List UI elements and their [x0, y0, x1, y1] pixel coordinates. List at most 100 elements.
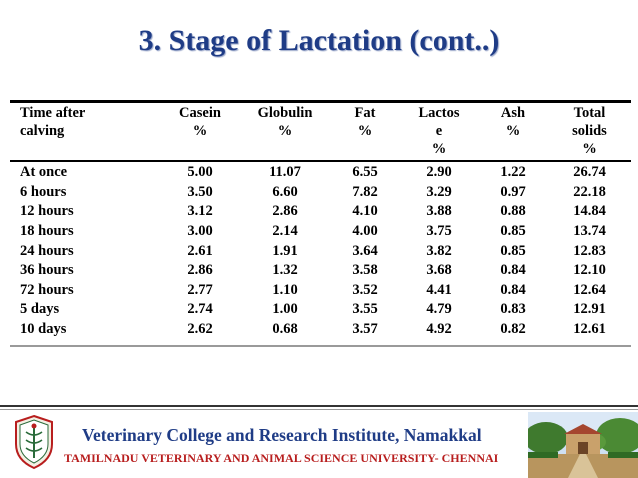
value-cell: 3.00 [187, 223, 213, 240]
value-cell: 4.92 [426, 321, 452, 338]
column-header-line: Lactos [418, 105, 460, 121]
value-cell: 12.64 [573, 281, 606, 298]
table-row: 6 hours 3.50 6.60 7.82 3.29 0.97 22.18 [10, 183, 631, 203]
value-cell: 4.00 [352, 223, 378, 240]
column-header-line: % [357, 123, 373, 139]
time-cell: 6 hours [20, 183, 67, 200]
value-cell: 0.85 [500, 242, 526, 259]
lactation-table: Time after calving Casein% Globulin% Fat% Lac… [10, 104, 631, 339]
column-header-line: Fat [354, 105, 376, 121]
value-cell: 3.57 [352, 321, 378, 338]
table-row: 72 hours 2.77 1.10 3.52 4.41 0.84 12.64 [10, 281, 631, 301]
value-cell: 0.84 [500, 262, 526, 279]
slide-title: 3. Stage of Lactation (cont..) [138, 24, 500, 57]
column-header: Globulin% [240, 104, 330, 160]
column-header-line: solids [572, 123, 607, 139]
time-cell: 36 hours [20, 262, 74, 279]
column-header-line: % [582, 141, 597, 157]
value-cell: 2.62 [187, 321, 213, 338]
institute-name: Veterinary College and Research Institut… [82, 425, 482, 445]
table-header-rule [10, 160, 631, 162]
value-cell: 2.86 [187, 262, 213, 279]
value-cell: 3.64 [352, 242, 378, 259]
value-cell: 12.61 [573, 321, 606, 338]
footer-divider-thin [0, 409, 638, 410]
university-name: TAMILNADU VETERINARY AND ANIMAL SCIENCE … [64, 451, 499, 465]
value-cell: 1.91 [272, 242, 298, 259]
value-cell: 1.10 [272, 281, 298, 298]
value-cell: 3.29 [426, 183, 452, 200]
time-cell: 24 hours [20, 242, 74, 259]
value-cell: 2.74 [187, 301, 213, 318]
value-cell: 3.82 [426, 242, 452, 259]
value-cell: 0.97 [500, 183, 526, 200]
value-cell: 2.14 [272, 223, 298, 240]
time-cell: At once [20, 164, 68, 181]
column-header-line: % [277, 123, 293, 139]
value-cell: 1.00 [272, 301, 298, 318]
table-row: 10 days 2.62 0.68 3.57 4.92 0.82 12.61 [10, 320, 631, 340]
table-bottom-rule [10, 345, 631, 347]
value-cell: 11.07 [269, 164, 301, 181]
table-header-row: Time after calving Casein% Globulin% Fat% Lac… [10, 104, 631, 160]
time-cell: 10 days [20, 321, 67, 338]
table-row: At once 5.00 11.07 6.55 2.90 1.22 26.74 [10, 160, 631, 183]
value-cell: 4.79 [426, 301, 452, 318]
value-cell: 3.68 [426, 262, 452, 279]
column-header-line: calving [20, 123, 65, 139]
table-row: 36 hours 2.86 1.32 3.58 3.68 0.84 12.10 [10, 261, 631, 281]
value-cell: 3.88 [426, 203, 452, 220]
table-row: 24 hours 2.61 1.91 3.64 3.82 0.85 12.83 [10, 241, 631, 261]
value-cell: 2.61 [187, 242, 213, 259]
time-cell: 18 hours [20, 223, 74, 240]
value-cell: 2.77 [187, 281, 213, 298]
column-header-line: Total [573, 105, 606, 121]
value-cell: 3.75 [426, 223, 452, 240]
campus-photo [528, 412, 638, 478]
value-cell: 0.84 [500, 281, 526, 298]
value-cell: 22.18 [573, 183, 606, 200]
value-cell: 3.12 [187, 203, 213, 220]
column-header: Time after calving [10, 104, 160, 160]
value-cell: 13.74 [573, 223, 606, 240]
value-cell: 0.83 [500, 301, 526, 318]
value-cell: 7.82 [352, 183, 378, 200]
column-header-line: % [431, 141, 447, 157]
value-cell: 12.91 [573, 301, 606, 318]
value-cell: 12.83 [573, 242, 606, 259]
value-cell: 1.32 [272, 262, 298, 279]
column-header: Fat% [330, 104, 400, 160]
table-top-rule [10, 100, 631, 103]
value-cell: 4.10 [352, 203, 378, 220]
college-logo [12, 414, 56, 470]
time-cell: 72 hours [20, 281, 74, 298]
value-cell: 3.52 [352, 281, 378, 298]
value-cell: 26.74 [573, 164, 606, 181]
table-row: 5 days 2.74 1.00 3.55 4.79 0.83 12.91 [10, 300, 631, 320]
column-header-line: % [505, 123, 521, 139]
value-cell: 3.58 [352, 262, 378, 279]
value-cell: 0.85 [500, 223, 526, 240]
value-cell: 2.86 [272, 203, 298, 220]
value-cell: 4.41 [426, 281, 452, 298]
column-header: Total solids% [548, 104, 631, 160]
column-header-line: Time after [20, 105, 86, 121]
value-cell: 5.00 [187, 164, 213, 181]
column-header-line: % [192, 123, 208, 139]
time-cell: 5 days [20, 301, 60, 318]
time-cell: 12 hours [20, 203, 74, 220]
table-row: 18 hours 3.00 2.14 4.00 3.75 0.85 13.74 [10, 222, 631, 242]
value-cell: 6.60 [272, 183, 298, 200]
value-cell: 3.50 [187, 183, 213, 200]
table-row: 12 hours 3.12 2.86 4.10 3.88 0.88 14.84 [10, 202, 631, 222]
value-cell: 0.68 [272, 321, 298, 338]
column-header: Lactos e% [400, 104, 478, 160]
value-cell: 0.88 [500, 203, 526, 220]
value-cell: 0.82 [500, 321, 526, 338]
value-cell: 14.84 [573, 203, 606, 220]
column-header-line: Globulin [257, 105, 313, 121]
column-header: Casein% [160, 104, 240, 160]
column-header-line: e [435, 123, 443, 139]
value-cell: 2.90 [426, 164, 452, 181]
